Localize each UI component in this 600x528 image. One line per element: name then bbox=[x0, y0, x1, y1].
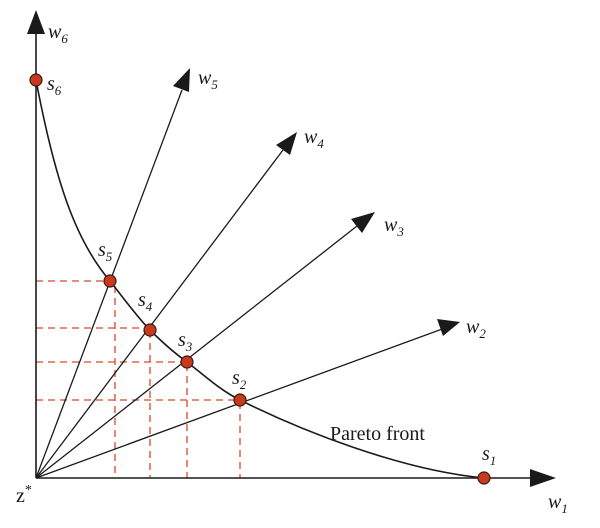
projection-lines bbox=[36, 280, 241, 478]
label-s4: s4 bbox=[138, 289, 153, 314]
arrowhead-w2 bbox=[437, 319, 460, 336]
point-s4 bbox=[143, 323, 157, 337]
arrowhead-w3 bbox=[351, 212, 375, 233]
ray-w3 bbox=[35, 225, 358, 479]
label-s6: s6 bbox=[47, 73, 62, 98]
label-s5: s5 bbox=[98, 239, 113, 264]
label-w5: w5 bbox=[198, 67, 218, 92]
label-w6: w6 bbox=[48, 21, 68, 46]
label-w3: w3 bbox=[384, 214, 404, 239]
point-s1 bbox=[477, 471, 491, 485]
axes bbox=[27, 10, 556, 487]
arrowhead-w1 bbox=[530, 469, 556, 487]
label-s2: s2 bbox=[232, 367, 247, 392]
label-s1: s1 bbox=[482, 443, 496, 468]
arrowhead-w4 bbox=[276, 132, 297, 155]
pareto-front-curve bbox=[35, 79, 485, 479]
label-s3: s3 bbox=[178, 329, 193, 354]
point-s2 bbox=[233, 393, 247, 407]
solution-points bbox=[29, 73, 491, 485]
arrowhead-w6 bbox=[27, 10, 45, 34]
label-w2: w2 bbox=[466, 316, 486, 341]
ray-w4 bbox=[35, 149, 284, 479]
label-w1: w1 bbox=[548, 491, 568, 516]
weight-rays bbox=[35, 68, 460, 479]
label-pareto-front: Pareto front bbox=[330, 423, 425, 445]
point-s5 bbox=[103, 274, 117, 288]
point-s6 bbox=[29, 73, 43, 87]
point-s3 bbox=[180, 355, 194, 369]
arrowhead-w5 bbox=[173, 68, 190, 92]
label-w4: w4 bbox=[304, 126, 324, 151]
label-origin: z* bbox=[16, 483, 32, 507]
